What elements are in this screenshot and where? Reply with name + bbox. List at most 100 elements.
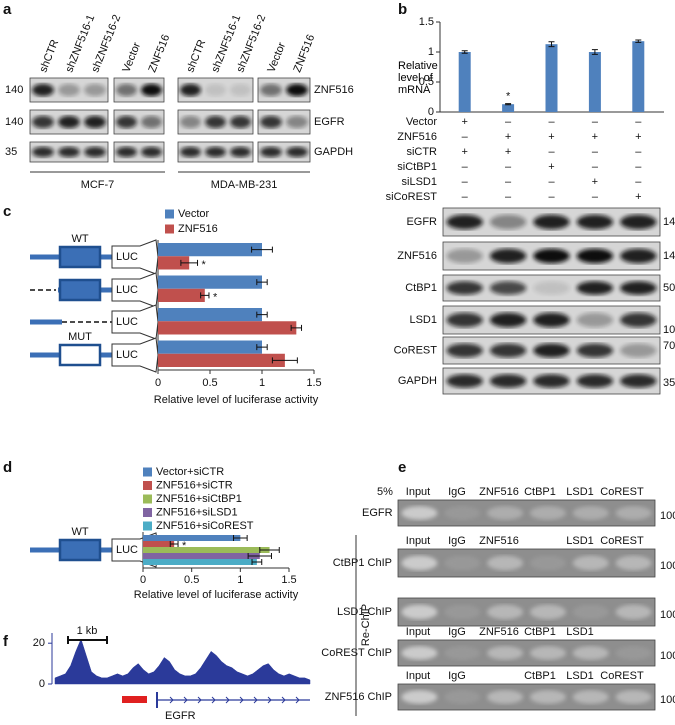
gene-strand	[225, 696, 230, 704]
condition-sign: –	[505, 116, 512, 128]
condition-sign: –	[505, 176, 512, 188]
size-marker: 100	[660, 510, 675, 522]
bar	[158, 275, 262, 289]
size-marker: 70	[663, 340, 675, 352]
lane-label: CtBP1	[524, 670, 556, 682]
blot-band	[572, 690, 609, 704]
lane-label: Input	[406, 535, 430, 547]
legend-label: ZNF516	[178, 223, 218, 235]
condition-sign: +	[505, 146, 511, 158]
blot-band	[401, 555, 438, 571]
condition-sign: +	[635, 131, 641, 143]
chip-row-label: LSD1 ChIP	[337, 606, 392, 618]
size-marker: 100	[663, 324, 675, 336]
condition-sign: +	[592, 176, 598, 188]
promoter-box	[58, 343, 102, 367]
blot-band	[576, 374, 614, 388]
x-tick-label: 0.5	[184, 574, 199, 586]
protein-label: LSD1	[409, 314, 437, 326]
y-tick-label: 1	[428, 46, 434, 58]
lane-label: LSD1	[566, 670, 594, 682]
luc-label: LUC	[116, 544, 138, 556]
bar	[143, 541, 175, 547]
region-marker	[122, 696, 147, 703]
error-bar	[247, 553, 272, 559]
blot-band	[180, 115, 201, 129]
blot-band	[116, 146, 137, 158]
condition-sign: –	[592, 116, 599, 128]
blot-band	[615, 646, 652, 660]
blot-band	[84, 115, 106, 129]
lane-label: ZNF516	[479, 626, 519, 638]
condition-sign: –	[635, 176, 642, 188]
condition-sign: +	[635, 191, 641, 203]
gene-strand	[183, 696, 188, 704]
blot-band	[401, 604, 438, 620]
blot-band	[572, 646, 609, 660]
panel-label: b	[398, 1, 407, 18]
blot-band	[487, 555, 524, 571]
size-marker: 100	[660, 650, 675, 662]
condition-sign: –	[592, 146, 599, 158]
significance-mark: *	[506, 91, 511, 103]
luc-label: LUC	[116, 349, 138, 361]
chip-row-label: ZNF516 ChIP	[325, 691, 392, 703]
blot-band	[230, 115, 251, 129]
blot-band	[576, 281, 614, 295]
condition-sign: +	[461, 146, 467, 158]
blot-band	[487, 506, 524, 520]
blot-band	[446, 214, 483, 230]
blot-band	[444, 555, 481, 571]
blot-band	[286, 83, 308, 97]
bar	[143, 553, 260, 559]
blot-band	[572, 506, 609, 520]
condition-sign: –	[548, 116, 555, 128]
error-bar	[256, 344, 268, 351]
protein-label: ZNF516	[314, 84, 354, 96]
blot-band	[529, 555, 566, 571]
blot-band	[572, 604, 609, 620]
condition-label: siCoREST	[386, 191, 438, 203]
lane-label: LSD1	[566, 626, 594, 638]
construct-label: MUT	[68, 331, 92, 343]
luc-arrow	[111, 272, 159, 308]
error-bar	[251, 559, 263, 565]
condition-sign: –	[635, 146, 642, 158]
condition-sign: –	[592, 161, 599, 173]
legend-swatch	[143, 467, 152, 477]
condition-sign: +	[461, 116, 467, 128]
y-tick-label: 0.5	[419, 76, 434, 88]
blot-frame	[397, 548, 656, 578]
bar	[143, 559, 257, 565]
luc-label: LUC	[116, 284, 138, 296]
bar	[588, 52, 601, 112]
legend-label: ZNF516+siCTR	[156, 479, 233, 491]
gene-strand	[253, 696, 258, 704]
size-marker: 140	[5, 84, 23, 96]
legend-label: ZNF516+siCoREST	[156, 520, 254, 532]
x-tick-label: 0.5	[202, 377, 217, 389]
lane-label: IgG	[448, 670, 466, 682]
blot-band	[84, 83, 106, 97]
lane-label: CtBP1	[524, 626, 556, 638]
blot-band	[32, 146, 54, 158]
size-marker: 140	[5, 116, 23, 128]
bar	[158, 256, 190, 270]
blot-band	[576, 312, 614, 328]
construct-label: WT	[71, 233, 88, 245]
x-tick-label: 0	[155, 377, 161, 389]
x-tick-label: 1	[259, 377, 265, 389]
condition-sign: –	[462, 131, 469, 143]
blot-band	[205, 146, 226, 158]
size-marker: 50	[663, 282, 675, 294]
blot-band	[84, 146, 106, 158]
bar	[158, 243, 262, 257]
blot-band	[487, 690, 524, 704]
condition-sign: –	[505, 191, 512, 203]
blot-band	[489, 281, 527, 295]
luc-label: LUC	[116, 316, 138, 328]
blot-band	[230, 146, 251, 158]
blot-band	[444, 690, 481, 704]
protein-label: ZNF516	[397, 250, 437, 262]
blot-band	[533, 343, 570, 358]
